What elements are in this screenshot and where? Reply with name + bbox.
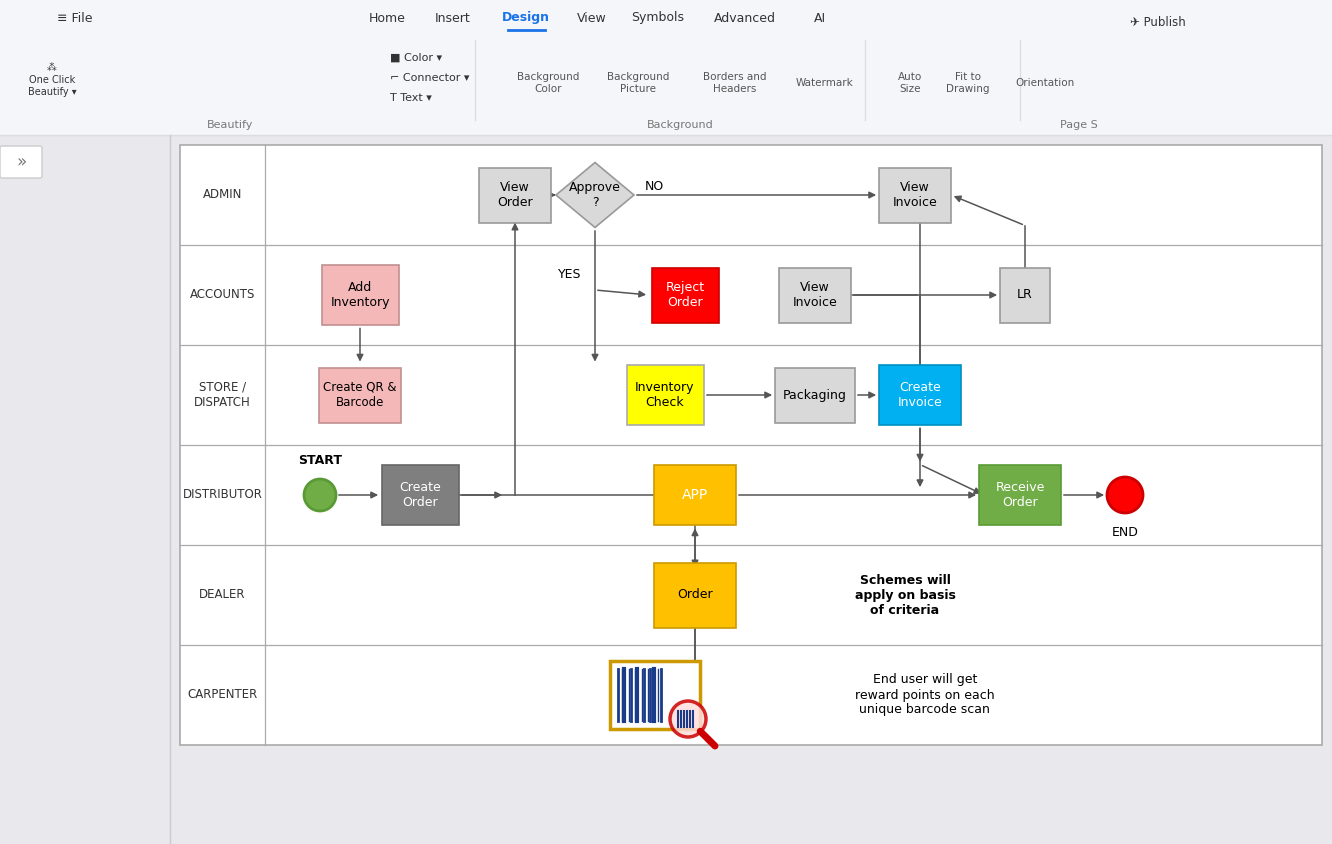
FancyBboxPatch shape bbox=[626, 365, 703, 425]
Text: Schemes will
apply on basis
of criteria: Schemes will apply on basis of criteria bbox=[855, 574, 955, 616]
FancyBboxPatch shape bbox=[170, 135, 1332, 844]
Text: Insert: Insert bbox=[436, 12, 472, 24]
Text: ⁂
One Click
Beautify ▾: ⁂ One Click Beautify ▾ bbox=[28, 63, 76, 96]
FancyBboxPatch shape bbox=[651, 268, 718, 322]
Text: Design: Design bbox=[502, 12, 550, 24]
Text: ACCOUNTS: ACCOUNTS bbox=[190, 289, 256, 301]
Text: Advanced: Advanced bbox=[714, 12, 777, 24]
Text: CARPENTER: CARPENTER bbox=[188, 689, 257, 701]
FancyBboxPatch shape bbox=[321, 265, 398, 325]
FancyBboxPatch shape bbox=[180, 145, 1321, 745]
FancyBboxPatch shape bbox=[318, 367, 401, 423]
FancyBboxPatch shape bbox=[879, 365, 960, 425]
Text: APP: APP bbox=[682, 488, 709, 502]
Text: Packaging: Packaging bbox=[783, 388, 847, 402]
FancyBboxPatch shape bbox=[0, 135, 170, 844]
FancyBboxPatch shape bbox=[979, 465, 1062, 525]
Text: DEALER: DEALER bbox=[200, 588, 245, 602]
FancyBboxPatch shape bbox=[381, 465, 458, 525]
Text: Receive
Order: Receive Order bbox=[995, 481, 1044, 509]
Text: Fit to
Drawing: Fit to Drawing bbox=[946, 73, 990, 94]
Text: Create QR &
Barcode: Create QR & Barcode bbox=[324, 381, 397, 409]
Text: Borders and
Headers: Borders and Headers bbox=[703, 73, 767, 94]
FancyBboxPatch shape bbox=[0, 146, 43, 178]
FancyBboxPatch shape bbox=[779, 268, 851, 322]
FancyBboxPatch shape bbox=[775, 367, 855, 423]
FancyBboxPatch shape bbox=[610, 661, 701, 729]
Text: START: START bbox=[298, 453, 342, 467]
Text: Create
Order: Create Order bbox=[400, 481, 441, 509]
Text: End user will get
reward points on each
unique barcode scan: End user will get reward points on each … bbox=[855, 674, 995, 717]
Text: ≡ File: ≡ File bbox=[57, 12, 93, 24]
Text: AI: AI bbox=[814, 12, 826, 24]
Text: View
Order: View Order bbox=[497, 181, 533, 209]
FancyBboxPatch shape bbox=[879, 167, 951, 223]
FancyBboxPatch shape bbox=[654, 465, 737, 525]
Text: View
Invoice: View Invoice bbox=[892, 181, 938, 209]
Text: YES: YES bbox=[558, 268, 582, 282]
FancyBboxPatch shape bbox=[1070, 12, 1169, 34]
Text: T Text ▾: T Text ▾ bbox=[390, 93, 432, 103]
Text: Background
Color: Background Color bbox=[517, 73, 579, 94]
Text: Home: Home bbox=[369, 12, 405, 24]
Text: »: » bbox=[16, 153, 27, 171]
Text: Create
Invoice: Create Invoice bbox=[898, 381, 942, 409]
Circle shape bbox=[1107, 477, 1143, 513]
Text: Symbols: Symbols bbox=[631, 12, 685, 24]
Text: ■ Color ▾: ■ Color ▾ bbox=[390, 53, 442, 63]
Polygon shape bbox=[555, 163, 634, 228]
FancyBboxPatch shape bbox=[480, 167, 551, 223]
Text: Order: Order bbox=[677, 588, 713, 602]
Text: END: END bbox=[1112, 527, 1139, 539]
Text: View: View bbox=[577, 12, 607, 24]
Text: Reject
Order: Reject Order bbox=[666, 281, 705, 309]
Text: Auto
Size: Auto Size bbox=[898, 73, 922, 94]
Text: View
Invoice: View Invoice bbox=[793, 281, 838, 309]
FancyBboxPatch shape bbox=[0, 35, 1332, 135]
FancyBboxPatch shape bbox=[1000, 268, 1050, 322]
Text: Inventory
Check: Inventory Check bbox=[635, 381, 695, 409]
Text: Background: Background bbox=[646, 120, 714, 130]
Text: DISTRIBUTOR: DISTRIBUTOR bbox=[182, 489, 262, 501]
Text: STORE /
DISPATCH: STORE / DISPATCH bbox=[194, 381, 250, 409]
Circle shape bbox=[304, 479, 336, 511]
Circle shape bbox=[670, 701, 706, 737]
Text: Beautify: Beautify bbox=[206, 120, 253, 130]
Text: LR: LR bbox=[1018, 289, 1032, 301]
Text: ✈ Publish: ✈ Publish bbox=[1130, 15, 1185, 29]
Text: Orientation: Orientation bbox=[1015, 78, 1075, 88]
Text: Add
Inventory: Add Inventory bbox=[330, 281, 390, 309]
Text: Approve
?: Approve ? bbox=[569, 181, 621, 209]
FancyBboxPatch shape bbox=[0, 0, 1332, 35]
Text: ADMIN: ADMIN bbox=[202, 188, 242, 202]
Text: ⌐ Connector ▾: ⌐ Connector ▾ bbox=[390, 73, 469, 83]
FancyBboxPatch shape bbox=[654, 562, 737, 627]
Text: Background
Picture: Background Picture bbox=[607, 73, 669, 94]
Text: Page S: Page S bbox=[1060, 120, 1098, 130]
Text: NO: NO bbox=[645, 181, 663, 193]
Text: Watermark: Watermark bbox=[797, 78, 854, 88]
